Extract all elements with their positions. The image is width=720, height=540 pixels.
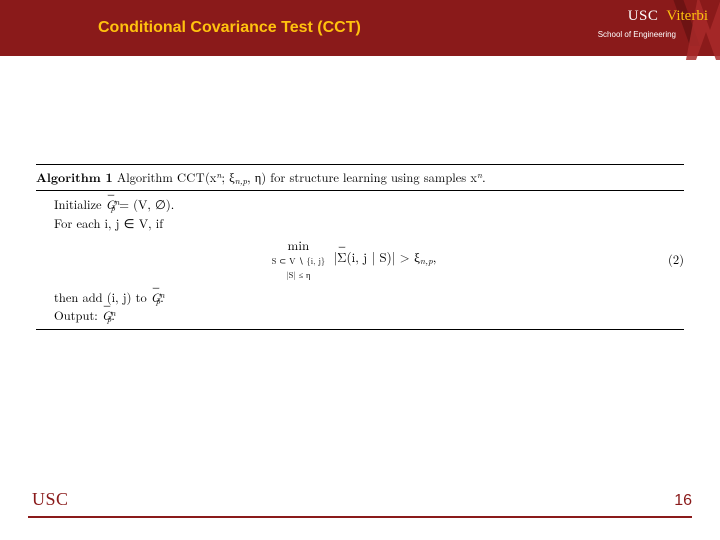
algo-args-mid: ; ξ [221,168,234,186]
eq-body: |Σ(i, j | S)| > ξn,p, [334,247,437,266]
slide-footer: USC 16 [0,502,720,528]
algo-args-open: (x [205,168,216,186]
algo-args-end: . [482,168,485,186]
algo-body: Initialize Gnp = (V, ∅). For each i, j ∈… [36,191,684,329]
logo-subtitle: School of Engineering [598,30,676,39]
algo-initialize: Initialize Gnp = (V, ∅). [54,195,684,214]
algo-caption: Algorithm 1 Algorithm CCT(xn; ξn,p, η) f… [36,165,684,190]
init-text-a: Initialize [54,195,106,213]
slide-title: Conditional Covariance Test (CCT) [98,19,361,37]
usc-viterbi-logo: USC Viterbi [628,8,708,25]
min-operator: min S ⊂ V ∖ {i, j} |S| ≤ η [272,238,326,279]
output-text-a: Output: [54,306,102,324]
algo-text-a: Algorithm [113,168,177,186]
algorithm-block: Algorithm 1 Algorithm CCT(xn; ξn,p, η) f… [36,164,684,330]
min-label: min [288,235,310,254]
slide-header: Conditional Covariance Test (CCT) USC Vit… [0,0,720,56]
algo-number: Algorithm 1 [36,168,113,186]
page-number: 16 [674,492,692,510]
algo-rule-bottom [36,329,684,330]
equation: min S ⊂ V ∖ {i, j} |S| ≤ η |Σ(i, j | S)|… [54,238,654,279]
algo-foreach: For each i, j ∈ V, if [54,214,684,233]
algo-then: then add (i, j) to Gnp. [54,288,684,307]
logo-usc-text: USC [628,8,659,25]
eq-comma: , [433,247,437,266]
min-constraint-1: S ⊂ V ∖ {i, j} [272,255,326,267]
sigma-args: (i, j | S)| > ξ [347,247,420,266]
then-text-a: then add (i, j) to [54,288,151,306]
logo-viterbi-text: Viterbi [666,8,708,25]
equation-number: (2) [654,250,684,269]
equation-row: min S ⊂ V ∖ {i, j} |S| ≤ η |Σ(i, j | S)|… [54,238,684,279]
min-constraint-2: |S| ≤ η [286,269,310,281]
init-text-b: = (V, ∅). [115,195,174,213]
algo-output: Output: Gnp. [54,306,684,325]
algo-args-rest: , η) for structure learning using sample… [247,168,477,186]
footer-rule [28,516,692,518]
usc-logo-bottom: USC [32,489,69,510]
algo-cct: CCT [177,168,205,186]
